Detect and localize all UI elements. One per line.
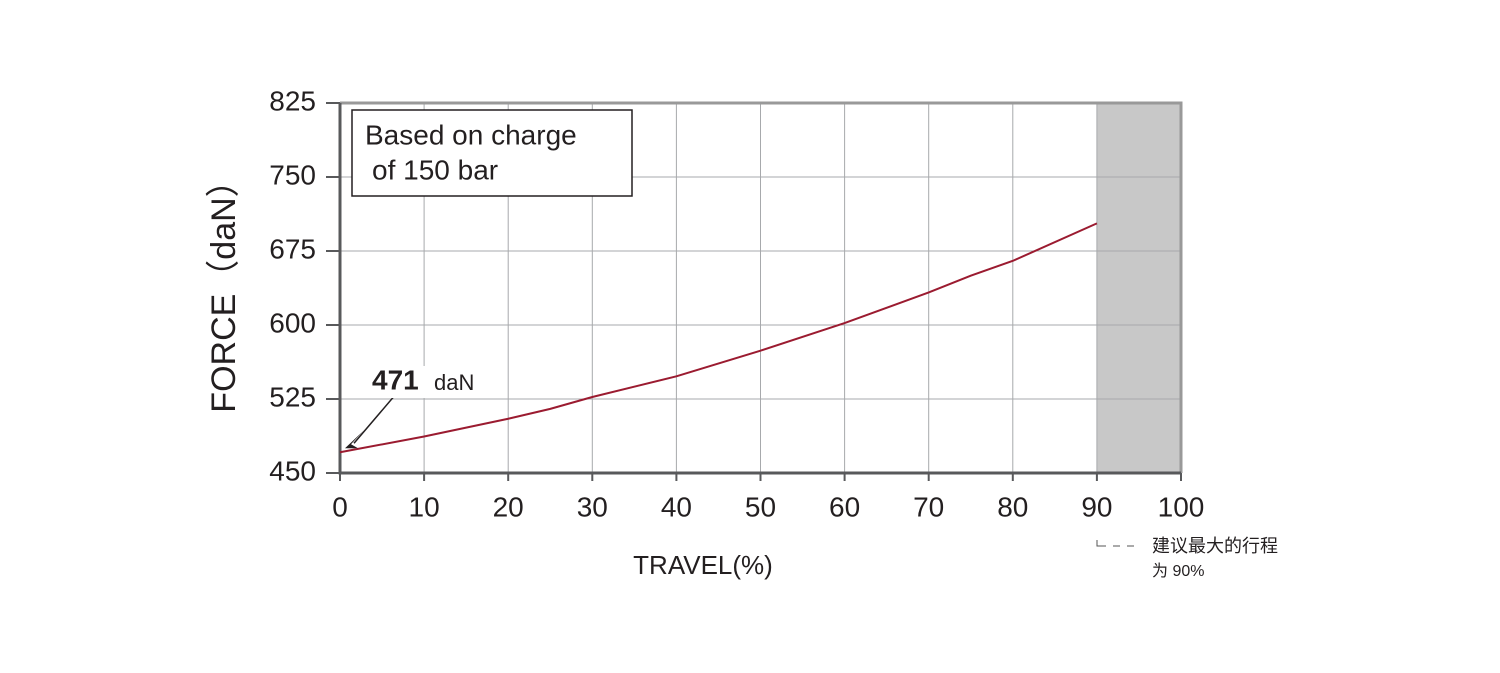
x-tick-label: 90	[1081, 491, 1112, 522]
annotation-arrowhead	[345, 430, 364, 449]
x-tick-label: 50	[745, 491, 776, 522]
data-line	[339, 222, 1098, 454]
annotation-value: 471	[372, 364, 419, 395]
y-tick-label: 450	[269, 455, 316, 486]
note-line: of 150 bar	[372, 154, 498, 185]
shaded-region	[1096, 103, 1181, 473]
x-tick-label: 20	[493, 491, 524, 522]
x-tick-label: 10	[409, 491, 440, 522]
annotation-arrow	[353, 393, 397, 444]
x-axis-label: TRAVEL(%)	[633, 550, 773, 580]
x-tick-label: 40	[661, 491, 692, 522]
side-note-leader	[1096, 540, 1134, 547]
side-note: 建议最大的行程	[1152, 536, 1278, 556]
x-tick-label: 60	[829, 491, 860, 522]
y-tick-label: 750	[269, 159, 316, 190]
note-box	[351, 109, 633, 197]
annotation-unit: daN	[434, 370, 474, 395]
y-tick-label: 675	[269, 233, 316, 264]
side-note: 为 90%	[1152, 562, 1204, 580]
y-axis-label: FORCE（daN）	[205, 163, 243, 412]
y-tick-label: 525	[269, 381, 316, 412]
x-tick-label: 80	[997, 491, 1028, 522]
x-tick-label: 0	[332, 491, 348, 522]
x-tick-label: 70	[913, 491, 944, 522]
note-line: Based on charge	[365, 119, 577, 150]
x-tick-label: 100	[1158, 491, 1205, 522]
y-tick-label: 600	[269, 307, 316, 338]
plot-frame	[340, 101, 1183, 473]
y-tick-label: 825	[269, 85, 316, 116]
annotation-bg	[368, 366, 488, 398]
x-tick-label: 30	[577, 491, 608, 522]
